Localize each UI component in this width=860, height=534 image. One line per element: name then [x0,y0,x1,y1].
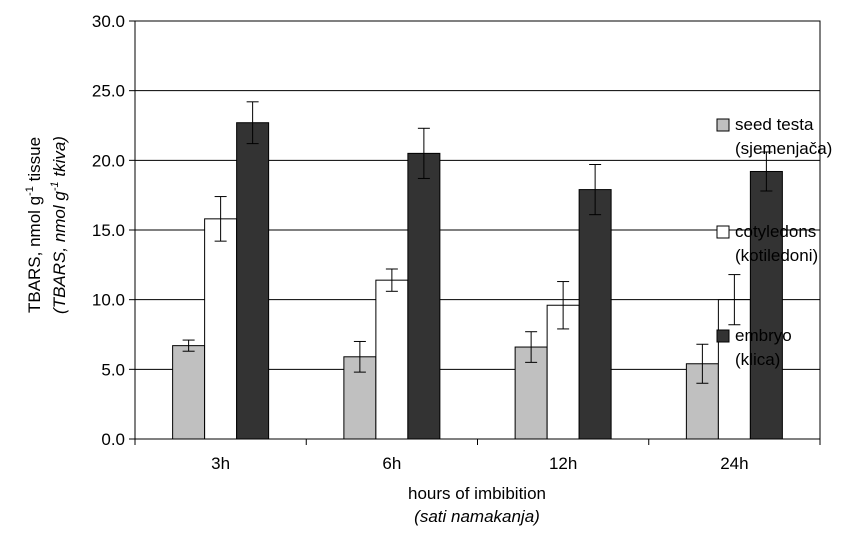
x-tick-label: 12h [549,454,577,473]
bar [407,152,441,440]
y-tick-label: 30.0 [92,12,125,31]
x-axis-subtitle: (sati namakanja) [414,507,540,526]
x-tick-label: 24h [720,454,748,473]
y-tick-label: 5.0 [101,360,125,379]
bars [172,122,783,440]
y-tick-label: 20.0 [92,151,125,170]
legend-label: cotyledons [735,222,816,241]
y-tick-label: 15.0 [92,221,125,240]
bar [578,189,612,440]
legend: seed testa (sjemenjača) cotyledons (kotiled… [716,115,832,369]
y-axis-subtitle: (TBARS, nmol g-1 tkiva) [49,136,69,314]
legend-swatch [716,225,730,239]
bar [204,218,238,440]
axes [129,20,821,445]
legend-sublabel: (kotiledoni) [735,246,818,265]
x-tick-label: 6h [382,454,401,473]
y-axis-subtitle-exponent: -1 [49,181,61,191]
x-tick-labels: 3h 6h 12h 24h [211,454,748,473]
error-bars [182,101,773,384]
y-axis-title-suffix: tissue [25,137,44,186]
legend-sublabel: (klica) [735,350,780,369]
y-tick-label: 0.0 [101,430,125,449]
y-axis-title: TBARS, nmol g-1 tissue [24,137,44,313]
bar [172,345,206,440]
legend-sublabel: (sjemenjača) [735,139,832,158]
y-axis-subtitle-main: (TBARS, nmol g [50,191,69,314]
y-axis-subtitle-suffix: tkiva) [50,136,69,181]
bar [236,122,270,440]
x-axis-title: hours of imbibition [408,484,546,503]
y-tick-label: 10.0 [92,291,125,310]
bar [749,170,783,440]
legend-label: embryo [735,326,792,345]
legend-swatch [716,329,730,343]
y-axis-title-main: TBARS, nmol g [25,196,44,313]
legend-label: seed testa [735,115,814,134]
bar [375,279,409,440]
legend-swatch [716,118,730,132]
y-tick-label: 25.0 [92,82,125,101]
y-axis-title-exponent: -1 [24,186,36,196]
y-tick-labels: 0.0 5.0 10.0 15.0 20.0 25.0 30.0 [92,12,125,449]
x-tick-label: 3h [211,454,230,473]
